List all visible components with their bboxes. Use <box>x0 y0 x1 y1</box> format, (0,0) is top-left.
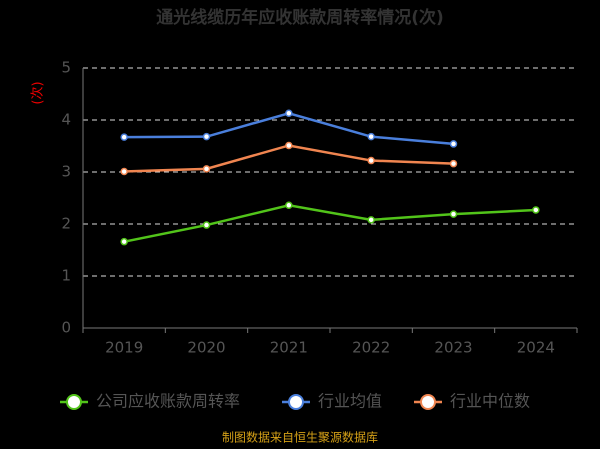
legend-label: 行业中位数 <box>450 392 530 411</box>
series-line <box>123 204 536 243</box>
data-point <box>202 165 211 173</box>
y-tick-label: 1 <box>61 267 71 285</box>
data-point <box>285 141 293 150</box>
data-point <box>367 156 375 165</box>
data-point <box>120 237 128 246</box>
data-point <box>202 132 211 141</box>
x-tick-label: 2020 <box>187 339 225 357</box>
x-tick-label: 2021 <box>270 339 308 357</box>
y-tick-label: 5 <box>61 59 71 77</box>
data-point <box>449 210 458 218</box>
legend-marker <box>288 394 304 410</box>
data-point <box>120 133 128 141</box>
data-point <box>532 206 540 214</box>
data-point <box>120 167 128 176</box>
y-axis-label: (次) <box>30 81 46 104</box>
y-tick-label: 2 <box>61 215 71 233</box>
legend-label: 行业均值 <box>318 392 382 411</box>
data-point <box>449 159 458 168</box>
x-tick-label: 2022 <box>352 339 390 357</box>
y-tick-label: 4 <box>61 111 71 129</box>
data-point <box>367 132 375 141</box>
data-point <box>285 109 293 117</box>
chart-title: 通光线缆历年应收账款周转率情况(次) <box>156 7 444 28</box>
y-tick-label: 3 <box>61 163 71 181</box>
series-line <box>124 111 454 146</box>
legend-marker <box>66 394 82 410</box>
x-tick-label: 2019 <box>105 339 143 357</box>
series-line <box>124 144 454 173</box>
data-point <box>449 140 458 148</box>
source-note: 制图数据来自恒生聚源数据库 <box>222 430 378 445</box>
x-tick-label: 2024 <box>517 339 555 357</box>
data-point <box>367 216 375 224</box>
data-point <box>202 221 211 229</box>
data-point <box>285 201 293 210</box>
y-tick-label: 0 <box>61 319 71 337</box>
legend-marker <box>420 394 436 410</box>
x-tick-label: 2023 <box>434 339 472 357</box>
legend-label: 公司应收账款周转率 <box>96 392 240 411</box>
